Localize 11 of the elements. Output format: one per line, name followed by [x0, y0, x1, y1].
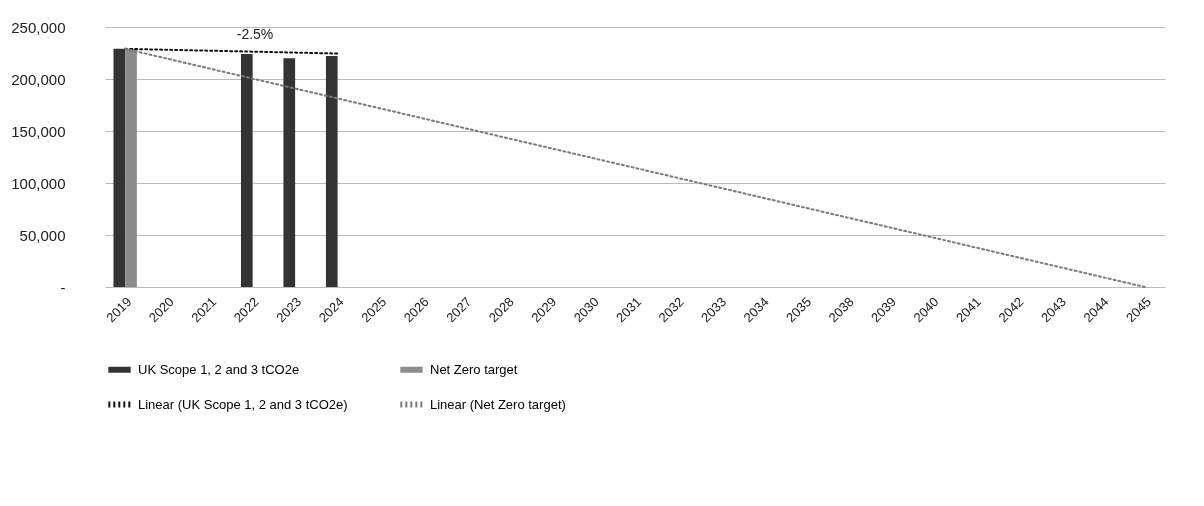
legend-label: Net Zero target	[430, 361, 518, 377]
legend-label: Linear (Net Zero target)	[430, 396, 566, 412]
y-tick-label: 100,000	[11, 174, 66, 192]
y-tick-label: 150,000	[11, 122, 66, 140]
y-tick-label: -	[60, 278, 66, 296]
y-tick-label: 250,000	[11, 18, 66, 36]
legend-label: UK Scope 1, 2 and 3 tCO2e	[138, 361, 300, 377]
annotation: -2.5%	[236, 26, 274, 42]
y-tick-label: 200,000	[11, 70, 66, 88]
y-tick-label: 50,000	[19, 226, 66, 244]
legend-label: Linear (UK Scope 1, 2 and 3 tCO2e)	[138, 396, 348, 412]
